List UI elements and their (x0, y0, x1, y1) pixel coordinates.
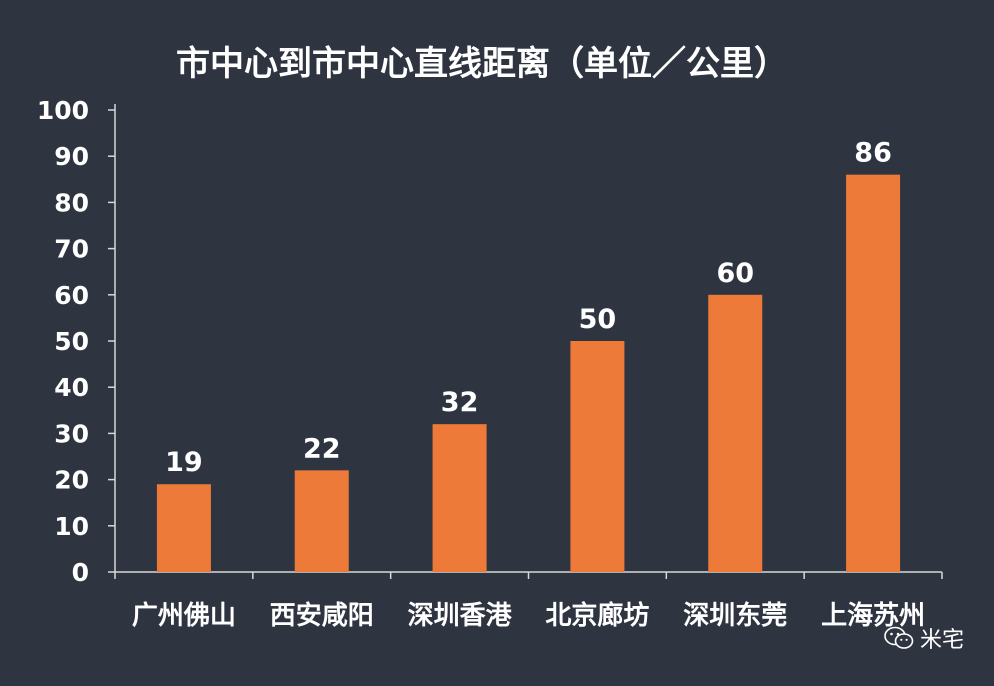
data-label: 22 (303, 433, 341, 464)
data-label: 32 (441, 387, 479, 418)
y-axis-ticks: 0 10 20 30 40 50 60 70 80 90 100 (37, 96, 115, 587)
x-tick-label: 深圳香港 (408, 601, 513, 631)
y-tick-label: 10 (54, 512, 89, 541)
y-tick-label: 60 (54, 281, 89, 310)
y-tick-label: 40 (54, 373, 89, 402)
data-label: 19 (165, 447, 203, 478)
bars (156, 174, 901, 572)
wechat-icon (884, 626, 914, 649)
y-tick-label: 90 (54, 142, 89, 171)
y-tick-label: 100 (37, 96, 89, 125)
x-tick-label: 深圳东莞 (683, 600, 787, 631)
watermark: 米宅 (884, 622, 964, 654)
x-tick-label: 西安咸阳 (270, 601, 374, 631)
y-tick-label: 30 (54, 419, 89, 448)
x-tick-label: 北京廊坊 (545, 600, 649, 631)
bar (156, 484, 211, 572)
bar (294, 470, 349, 572)
y-tick-label: 50 (54, 327, 89, 356)
data-label: 86 (854, 138, 892, 169)
chart-title: 市中心到市中心直线距离（单位／公里） (176, 44, 788, 84)
bar (570, 341, 625, 572)
bar (846, 174, 901, 572)
x-tick-label: 广州佛山 (132, 601, 236, 631)
bar (708, 294, 763, 572)
y-tick-label: 80 (54, 188, 89, 217)
bar (432, 424, 487, 572)
data-labels: 19 22 32 50 60 86 (165, 138, 892, 479)
y-tick-label: 0 (72, 558, 89, 587)
x-axis-labels: 广州佛山 西安咸阳 深圳香港 北京廊坊 深圳东莞 上海苏州 (132, 600, 925, 631)
data-label: 60 (716, 258, 754, 289)
y-tick-label: 20 (54, 466, 89, 495)
x-tick-label: 上海苏州 (821, 601, 925, 631)
data-label: 50 (579, 304, 617, 335)
watermark-text: 米宅 (919, 628, 964, 653)
y-tick-label: 70 (54, 235, 89, 264)
axes (114, 104, 943, 579)
